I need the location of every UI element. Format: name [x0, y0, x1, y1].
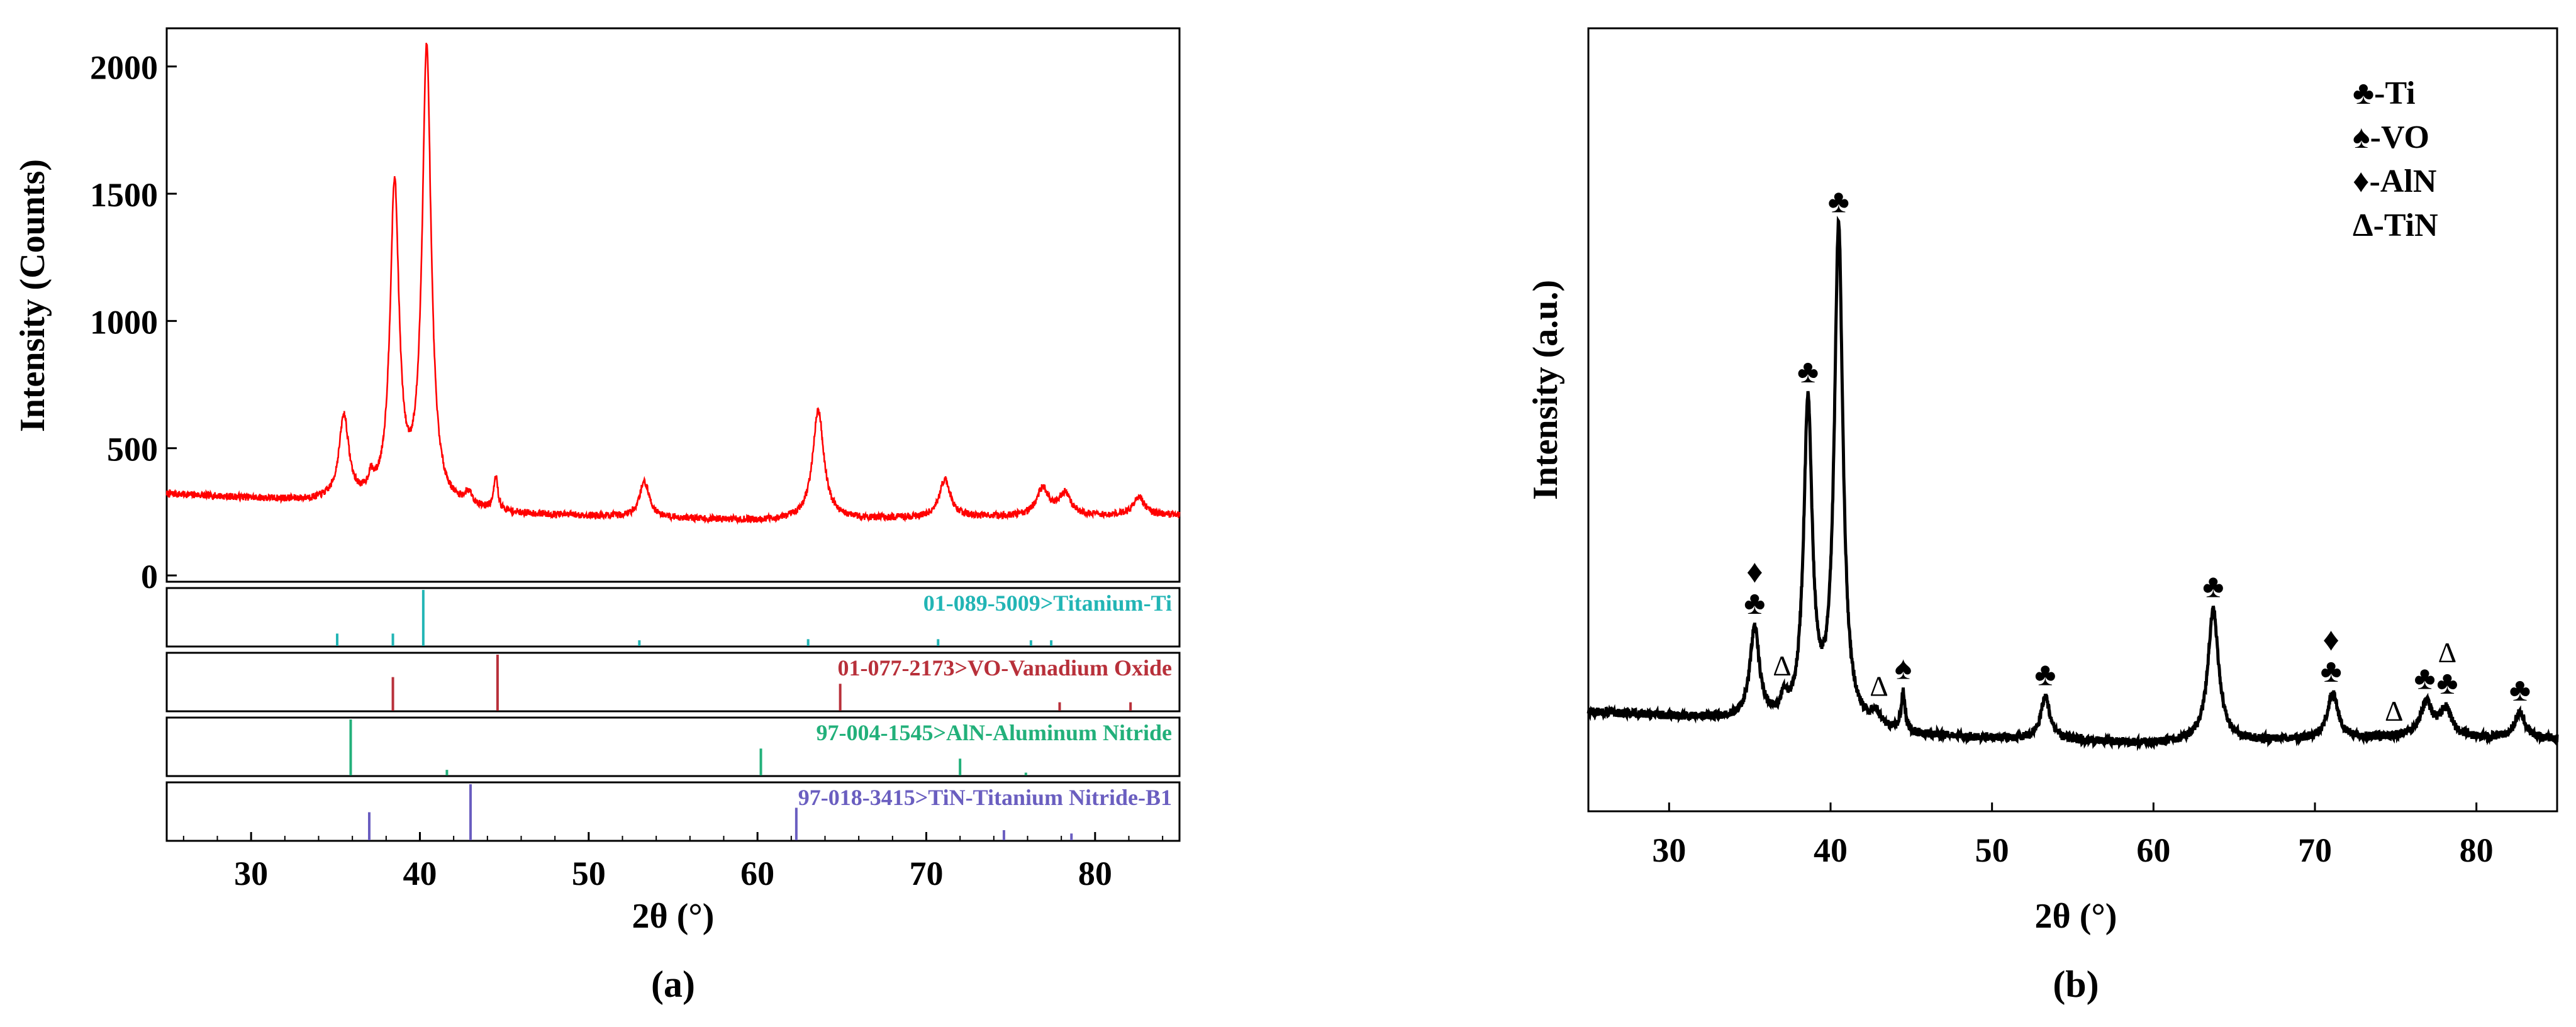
legend-entry: Δ-TiN	[2353, 208, 2438, 243]
panel-b: ♦♣Δ♣♣Δ ♠ ♣♣♦♣Δ♣Δ♣ ♣ 30 40 50 60 70 80 ♣-Ti♠-VO♦-…	[1526, 27, 2559, 1005]
legend-symbol: ♦	[2353, 164, 2370, 199]
peak-marker: ♣	[2202, 569, 2224, 605]
panel-a: 01-089-5009>Titanium-Ti 01-077-2173>VO-Va…	[13, 27, 1181, 1005]
panel-b-x-tick-label: 40	[1814, 831, 1848, 869]
peak-marker: ♣	[2321, 653, 2342, 689]
legend-label: -TiN	[2373, 208, 2438, 243]
legend-symbol: ♣	[2353, 75, 2374, 111]
panel-b-y-axis-label: Intensity (a.u.)	[1526, 280, 1565, 500]
panel-b-x-tick-label: 70	[2298, 831, 2332, 869]
panel-a-x-tick-label: 60	[740, 855, 774, 892]
peak-marker: ♣	[2509, 672, 2531, 708]
panel-a-x-tick-label: 50	[572, 855, 606, 892]
panel-a-y-axis-label: Intensity (Counts)	[13, 159, 52, 432]
peak-marker: Δ	[2385, 695, 2404, 727]
panel-b-x-axis-label: 2θ (°)	[2035, 897, 2117, 936]
panel-b-series-line	[1586, 215, 2559, 752]
ref-pattern-label: 01-089-5009>Titanium-Ti	[923, 591, 1172, 616]
peak-marker: ♠	[1895, 650, 1912, 686]
panel-b-x-tick-label: 80	[2460, 831, 2494, 869]
panel-a-series-line	[165, 43, 1181, 525]
legend-label: -VO	[2370, 119, 2429, 155]
legend-entry: ♠-VO	[2353, 119, 2429, 155]
peak-marker: ♣	[2414, 660, 2435, 696]
panel-a-caption: (a)	[651, 963, 695, 1005]
ref-pattern-label: 97-004-1545>AlN-Aluminum Nitride	[817, 720, 1173, 745]
ref-strip-frame	[165, 587, 1181, 648]
panel-a-y-tick-label: 500	[107, 431, 158, 469]
legend-symbol: ♠	[2353, 119, 2370, 155]
peak-marker: Δ	[1870, 670, 1888, 702]
peak-marker: ♣	[2034, 657, 2056, 692]
ref-strip-frame	[165, 652, 1181, 713]
peak-marker: ♣	[1828, 184, 1849, 219]
panel-a-x-tick-label: 70	[910, 855, 944, 892]
legend-label: -AlN	[2370, 164, 2437, 199]
panel-b-x-tick-label: 60	[2136, 831, 2170, 869]
panel-a-x-tick-label: 40	[403, 855, 437, 892]
panel-b-plot-frame	[1587, 27, 2558, 813]
peak-marker: Δ	[2438, 636, 2457, 669]
panel-a-main-plot-frame	[165, 27, 1181, 583]
panel-a-y-tick-label: 1000	[90, 303, 158, 341]
ref-strip-frame	[165, 781, 1181, 842]
panel-b-caption: (b)	[2053, 963, 2099, 1005]
panel-b-x-tick-label: 50	[1975, 831, 2009, 869]
legend-entry: ♦-AlN	[2353, 164, 2436, 199]
panel-a-y-tick-label: 2000	[90, 49, 158, 87]
peak-marker: ♣	[2436, 665, 2458, 701]
ref-strip-frame	[165, 716, 1181, 777]
panel-b-x-tick-label: 30	[1652, 831, 1686, 869]
peak-marker: Δ	[1773, 650, 1792, 682]
legend-entry: ♣-Ti	[2353, 75, 2416, 111]
peak-marker: ♣	[1797, 354, 1819, 390]
panel-a-x-tick-label: 30	[234, 855, 268, 892]
legend-label: -Ti	[2374, 75, 2416, 111]
panel-a-y-tick-label: 1500	[90, 176, 158, 214]
panel-a-x-axis-label: 2θ (°)	[632, 897, 715, 936]
ref-pattern-label: 01-077-2173>VO-Vanadium Oxide	[837, 655, 1172, 680]
panel-a-y-tick-label: 0	[141, 558, 158, 596]
panel-a-x-tick-label: 80	[1078, 855, 1112, 892]
legend-symbol: Δ	[2353, 208, 2373, 243]
ref-pattern-label: 97-018-3415>TiN-Titanium Nitride-B1	[798, 785, 1172, 810]
peak-marker: ♦	[2322, 622, 2339, 658]
peak-marker: ♦	[1746, 554, 1763, 590]
peak-marker: ♣	[1744, 586, 1765, 621]
